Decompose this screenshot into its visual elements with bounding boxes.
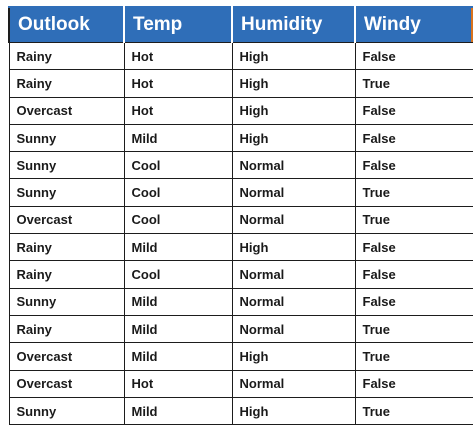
column-header-temp: Temp (123, 6, 233, 43)
cell-temp: Hot (123, 96, 233, 125)
cell-temp: Cool (123, 178, 233, 207)
cell-temp: Mild (123, 287, 233, 316)
table-row: Overcast Hot High False (8, 96, 473, 125)
table-row: Sunny Mild High False (8, 123, 473, 153)
cell-outlook: Rainy (8, 233, 125, 262)
cell-temp: Hot (123, 369, 233, 398)
cell-temp: Mild (123, 314, 233, 344)
cell-outlook: Rainy (8, 314, 125, 344)
cell-outlook: Overcast (8, 342, 125, 371)
cell-windy: False (354, 96, 473, 125)
table-row: Rainy Hot High True (8, 69, 473, 98)
cell-windy: False (354, 369, 473, 398)
cell-windy: True (354, 342, 473, 371)
cell-temp: Cool (123, 260, 233, 289)
data-table-container: Outlook Temp Humidity Windy Rainy Hot High… (8, 6, 473, 426)
cell-temp: Mild (123, 342, 233, 371)
table-row: Sunny Mild Normal False (8, 287, 473, 316)
cell-humidity: Normal (231, 260, 356, 289)
cell-humidity: High (231, 396, 356, 426)
cell-humidity: Normal (231, 369, 356, 398)
cell-windy: False (354, 260, 473, 289)
cell-windy: False (354, 151, 473, 180)
cell-humidity: High (231, 342, 356, 371)
cell-outlook: Sunny (8, 178, 125, 207)
cell-humidity: Normal (231, 178, 356, 207)
table-row: Rainy Mild Normal True (8, 314, 473, 344)
table-row: Overcast Cool Normal True (8, 205, 473, 235)
cell-outlook: Sunny (8, 396, 125, 426)
table-row: Sunny Cool Normal False (8, 151, 473, 180)
cell-windy: False (354, 233, 473, 262)
cell-outlook: Sunny (8, 151, 125, 180)
table-body: Rainy Hot High False Rainy Hot High True Overcas… (8, 41, 473, 426)
table-row: Sunny Cool Normal True (8, 178, 473, 207)
cell-outlook: Overcast (8, 205, 125, 235)
cell-outlook: Rainy (8, 260, 125, 289)
cell-windy: True (354, 178, 473, 207)
weather-data-table: Outlook Temp Humidity Windy Rainy Hot High… (8, 6, 473, 426)
cell-humidity: High (231, 69, 356, 98)
table-header: Outlook Temp Humidity Windy (8, 6, 473, 43)
cell-windy: False (354, 287, 473, 316)
cell-windy: True (354, 205, 473, 235)
cell-outlook: Rainy (8, 69, 125, 98)
cell-humidity: Normal (231, 205, 356, 235)
cell-humidity: Normal (231, 287, 356, 316)
cell-humidity: Normal (231, 151, 356, 180)
cell-humidity: High (231, 123, 356, 153)
cell-humidity: High (231, 233, 356, 262)
cell-temp: Cool (123, 205, 233, 235)
cell-outlook: Rainy (8, 41, 125, 71)
table-row: Sunny Mild High True (8, 396, 473, 426)
column-header-windy: Windy (354, 6, 473, 43)
cell-windy: True (354, 396, 473, 426)
cell-outlook: Overcast (8, 369, 125, 398)
cell-humidity: High (231, 96, 356, 125)
cell-humidity: High (231, 41, 356, 71)
cell-temp: Cool (123, 151, 233, 180)
table-row: Rainy Mild High False (8, 233, 473, 262)
cell-windy: True (354, 314, 473, 344)
cell-windy: False (354, 41, 473, 71)
cell-humidity: Normal (231, 314, 356, 344)
table-row: Rainy Hot High False (8, 41, 473, 71)
cell-outlook: Sunny (8, 287, 125, 316)
cell-temp: Mild (123, 123, 233, 153)
cell-temp: Mild (123, 233, 233, 262)
cell-windy: True (354, 69, 473, 98)
cell-temp: Mild (123, 396, 233, 426)
column-header-humidity: Humidity (231, 6, 356, 43)
cell-outlook: Sunny (8, 123, 125, 153)
cell-windy: False (354, 123, 473, 153)
table-row: Overcast Hot Normal False (8, 369, 473, 398)
cell-outlook: Overcast (8, 96, 125, 125)
table-row: Rainy Cool Normal False (8, 260, 473, 289)
header-row: Outlook Temp Humidity Windy (8, 6, 473, 43)
column-header-outlook: Outlook (8, 6, 125, 43)
table-row: Overcast Mild High True (8, 342, 473, 371)
cell-temp: Hot (123, 69, 233, 98)
cell-temp: Hot (123, 41, 233, 71)
